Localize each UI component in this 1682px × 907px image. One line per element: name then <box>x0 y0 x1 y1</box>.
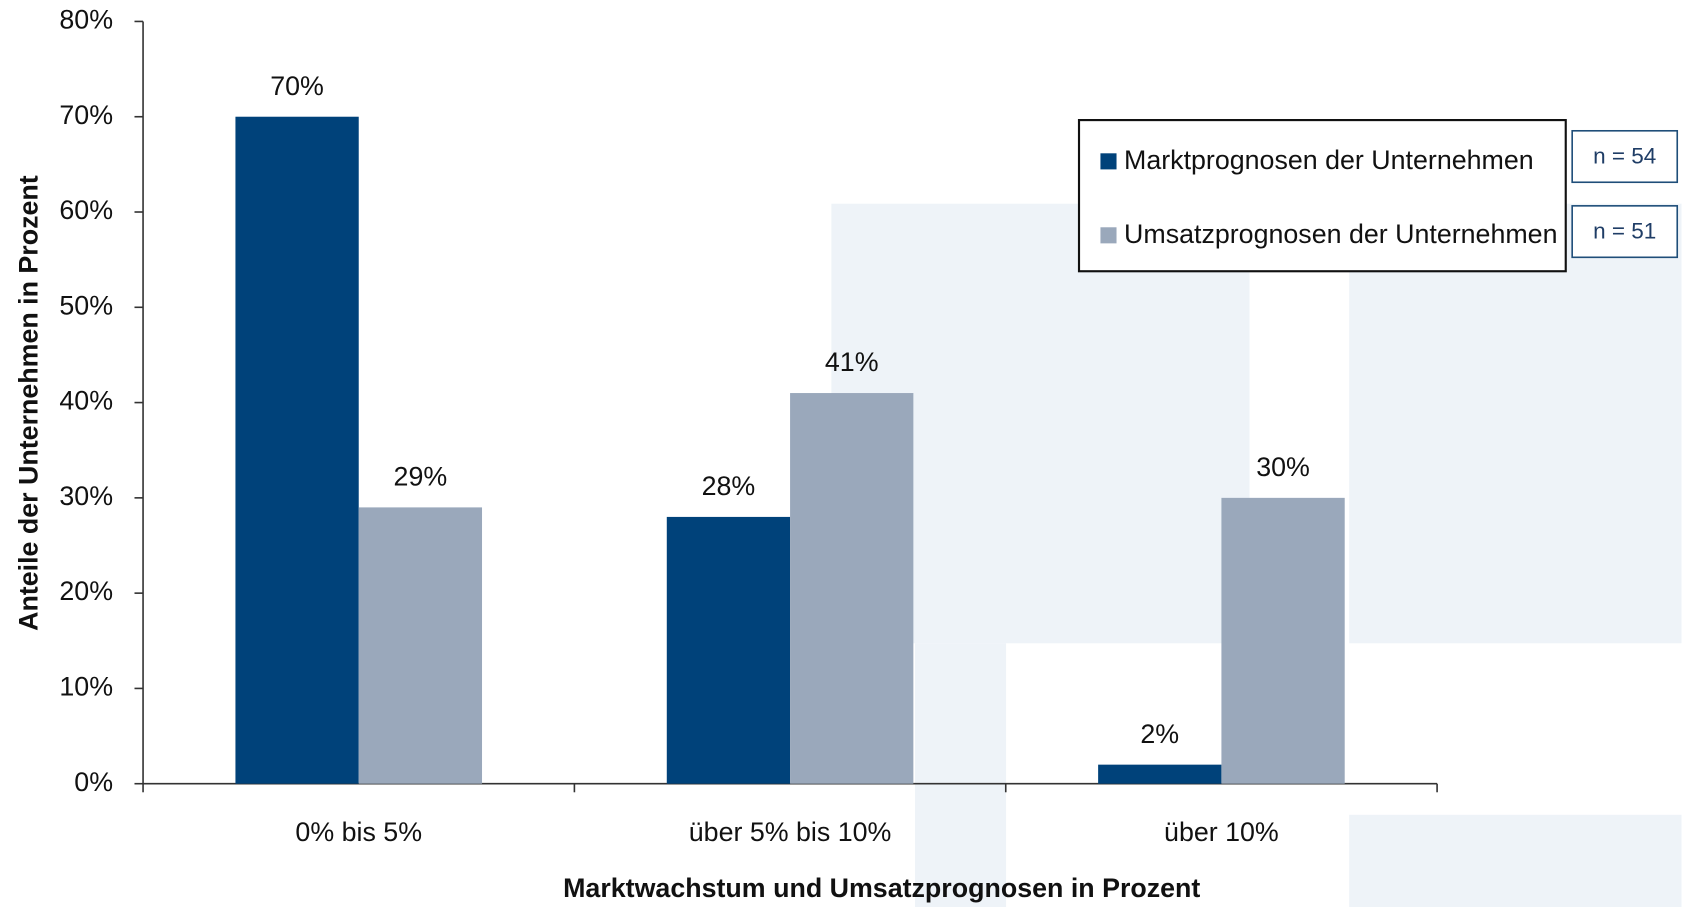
y-tick-label: 0% <box>74 767 113 797</box>
value-label: 29% <box>394 462 448 492</box>
bar <box>1098 764 1222 784</box>
y-tick-label: 30% <box>59 481 113 511</box>
x-tick-label: 0% bis 5% <box>295 817 422 847</box>
value-label: 41% <box>825 347 879 377</box>
legend-swatch <box>1100 153 1117 170</box>
y-tick-label: 20% <box>59 576 113 606</box>
annotation: n = 51 <box>1593 219 1656 244</box>
watermark <box>831 203 1682 907</box>
y-tick-label: 50% <box>59 290 113 320</box>
legend-label: Marktprognosen der Unternehmen <box>1124 145 1534 175</box>
legend-swatch <box>1100 227 1117 244</box>
value-label: 2% <box>1140 719 1179 749</box>
bar <box>235 116 359 784</box>
y-tick-label: 80% <box>59 5 113 35</box>
x-axis-label: Marktwachstum und Umsatzprognosen in Pro… <box>563 873 1200 903</box>
bar <box>666 516 791 784</box>
legend <box>1077 119 1567 273</box>
y-axis-label: Anteile der Unternehmen in Prozent <box>14 175 44 631</box>
bar <box>790 393 914 784</box>
annotation: n = 54 <box>1593 144 1656 169</box>
value-label: 70% <box>270 71 324 101</box>
y-tick-label: 10% <box>59 672 113 702</box>
y-tick-label: 60% <box>59 195 113 225</box>
bar <box>358 507 483 784</box>
legend-box <box>1077 119 1567 273</box>
bar <box>1221 497 1345 784</box>
annotation-box <box>1571 205 1679 259</box>
x-tick-label: über 10% <box>1164 817 1279 847</box>
y-tick-label: 40% <box>59 386 113 416</box>
value-label: 30% <box>1256 452 1310 482</box>
y-tick-label: 70% <box>59 100 113 130</box>
x-tick-label: über 5% bis 10% <box>689 817 892 847</box>
legend-label: Umsatzprognosen der Unternehmen <box>1124 219 1557 249</box>
value-label: 28% <box>702 471 756 501</box>
annotation-box <box>1571 129 1679 184</box>
